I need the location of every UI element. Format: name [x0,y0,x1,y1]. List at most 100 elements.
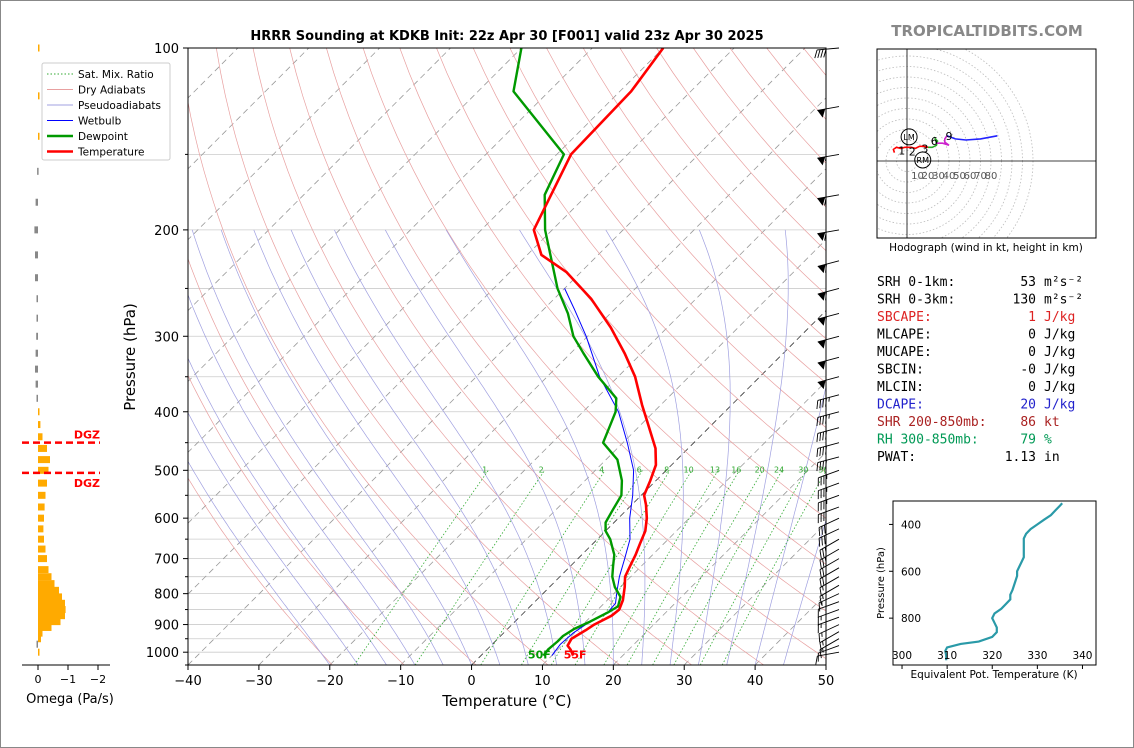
barb-full [822,431,824,441]
omega-bar [38,535,44,543]
hodo-ring-label: 40 [943,171,956,182]
index-value: 1 [1028,310,1036,325]
dry-adiabat-line [509,48,826,429]
index-label: MLCIN: [877,380,924,395]
omega-bar [38,555,47,563]
theta-e-y-tick-label: 600 [901,566,921,578]
barb-full [823,512,825,522]
y-tick-label: 800 [154,588,179,603]
wind-barb [817,645,840,662]
barb-pennant [817,156,826,166]
barb-full [823,49,827,58]
hodo-ring-label: 80 [985,171,998,182]
index-value: 79 [1020,433,1036,448]
theta-e-y-tick-label: 800 [901,613,921,625]
omega-bar [34,226,38,234]
y-tick-label: 500 [154,464,179,479]
barb-staff [818,494,840,504]
wind-barb [818,528,840,547]
hodograph-trace: 1 2 36 9 LM RM [892,128,998,169]
barb-full [822,568,825,577]
mixing-ratio-line [626,470,740,665]
omega-bar [35,198,38,206]
surface-dewpoint-label: 50F [528,649,551,662]
barb-full [822,398,824,408]
x-tick-label: 0 [467,674,475,689]
temperature-profile [532,48,665,657]
mixing-ratio-label: 13 [710,466,720,475]
index-value: 1.13 [1005,450,1036,465]
y-tick-label: 200 [154,224,179,239]
barb-staff [817,47,840,51]
barb-full [815,655,818,665]
barb-full [820,501,822,511]
isotherm-line [188,48,735,595]
barb-full [819,416,822,426]
barb-full [825,291,827,301]
barb-full [816,448,819,457]
pseudoadiabat-line [191,229,444,665]
wind-barb [818,593,840,612]
barb-full [819,432,822,442]
omega-bar [38,629,43,637]
hodo-height-label: 3 [921,142,928,155]
dry-adiabat-line [188,477,333,665]
barb-half [821,601,823,606]
barb-full [825,398,827,407]
barb-full [822,460,824,470]
mixing-ratio-label: 10 [684,466,694,475]
omega-bar [38,479,47,487]
x-tick-label: 20 [605,674,622,689]
barb-staff [819,567,840,580]
x-tick-label: 10 [534,674,551,689]
wind-barb [819,584,840,605]
wind-barb [817,376,840,390]
barb-staff [819,548,840,561]
hodo-ring-label: 50 [953,171,966,182]
barb-pennant [817,339,826,349]
isotherm-line [825,664,826,665]
skewt-profiles: 50F 55F [512,48,665,662]
barb-full [825,446,827,455]
barb-staff [818,616,840,626]
x-axis-label: Temperature (°C) [441,692,571,710]
barb-full [822,558,825,568]
index-unit: J/kg [1044,328,1075,343]
barb-full [820,49,824,58]
mixing-ratio-line [721,470,826,665]
barb-half [821,632,823,637]
barb-half [825,316,827,322]
isotherm-line [542,380,826,665]
hodo-height-label: 2 [909,146,916,159]
wind-barb [817,106,840,118]
barb-full [818,538,821,547]
mixing-ratio-label: 4 [599,466,604,475]
hodo-segment [946,135,998,141]
barb-staff [818,469,840,479]
legend-label: Sat. Mix. Ratio [78,69,154,81]
dry-adiabat-line [472,48,826,474]
wind-barb [819,638,840,659]
barb-staff [817,229,840,235]
theta-e-border [892,500,1097,666]
barb-staff [819,538,840,551]
dry-adiabat-line [582,48,826,340]
barb-half [822,648,824,653]
barb-staff [818,506,840,515]
dewpoint-profile [512,48,624,657]
y-tick-label: 900 [154,619,179,634]
barb-half [822,594,824,600]
omega-tick-label: 0 [35,673,42,686]
index-label: MLCAPE: [877,328,932,343]
barb-staff [819,584,840,597]
barb-staff [818,624,840,635]
index-value: 0 [1028,380,1036,395]
legend-label: Pseudoadiabats [78,100,161,112]
wind-barb [816,411,840,427]
barb-pennant [817,264,826,274]
pseudoadiabat-line [783,519,826,665]
index-label: SBCAPE: [877,310,932,325]
mixing-ratio-line [353,470,489,665]
hodo-ring-label: 20 [922,171,935,182]
